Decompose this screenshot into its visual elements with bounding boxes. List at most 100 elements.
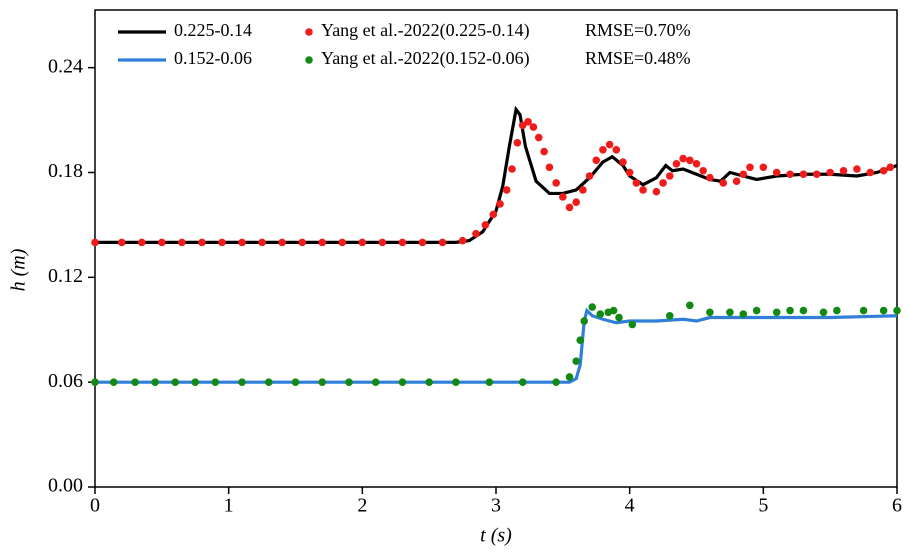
data-point xyxy=(524,118,532,126)
data-point xyxy=(264,378,273,386)
data-point xyxy=(358,238,367,247)
data-point xyxy=(699,166,707,175)
data-point xyxy=(786,170,794,179)
data-point xyxy=(572,357,580,365)
x-tick-label: 6 xyxy=(892,495,902,517)
y-tick-label: 0.24 xyxy=(48,55,83,77)
data-point xyxy=(592,156,601,165)
data-point xyxy=(886,163,895,172)
data-point xyxy=(452,378,460,386)
data-point xyxy=(826,168,834,177)
x-tick-label: 4 xyxy=(625,495,635,517)
data-point xyxy=(686,156,694,165)
data-point xyxy=(552,179,560,187)
data-point xyxy=(632,179,641,187)
data-point xyxy=(552,378,560,386)
data-point xyxy=(565,373,574,381)
data-point xyxy=(652,187,661,196)
data-point xyxy=(576,336,585,345)
data-point xyxy=(238,378,246,386)
data-point xyxy=(692,159,701,168)
data-point xyxy=(545,163,554,172)
data-point xyxy=(489,210,498,219)
data-point xyxy=(609,306,618,315)
data-point xyxy=(659,179,667,187)
data-point xyxy=(425,378,433,386)
data-point xyxy=(291,378,300,386)
data-point xyxy=(131,378,139,386)
y-axis-label: h (m) xyxy=(8,248,30,291)
data-point xyxy=(502,186,511,194)
x-tick-label: 2 xyxy=(357,495,367,517)
data-point xyxy=(706,173,714,182)
data-point xyxy=(599,145,607,154)
data-point xyxy=(191,378,200,386)
data-point xyxy=(565,203,574,212)
data-point xyxy=(278,238,286,247)
data-point xyxy=(398,378,407,386)
data-point xyxy=(298,238,306,247)
data-point xyxy=(91,238,99,247)
data-point xyxy=(799,306,808,315)
data-point xyxy=(799,170,808,179)
data-point xyxy=(218,238,226,247)
data-point xyxy=(518,378,527,386)
data-point xyxy=(665,172,674,180)
y-tick-label: 0.12 xyxy=(48,265,83,287)
data-point xyxy=(109,378,118,386)
data-point xyxy=(879,166,888,175)
data-point xyxy=(318,378,327,386)
data-point xyxy=(137,238,146,247)
data-point xyxy=(485,378,494,386)
data-point xyxy=(879,306,888,315)
data-point xyxy=(619,158,627,166)
plot-frame xyxy=(94,9,898,488)
annotation: RMSE=0.70% xyxy=(585,20,691,40)
data-point xyxy=(813,170,821,179)
y-tick-label: 0.18 xyxy=(48,160,83,182)
data-point xyxy=(615,313,623,322)
data-point xyxy=(513,138,522,147)
legend-label: Yang et al.-2022(0.152-0.06) xyxy=(321,48,530,69)
data-point xyxy=(158,238,166,247)
data-point xyxy=(318,238,327,247)
data-point xyxy=(893,306,901,315)
data-point xyxy=(665,311,674,320)
data-point xyxy=(759,163,768,172)
legend-label: 0.225-0.14 xyxy=(174,20,252,40)
data-point xyxy=(866,168,875,177)
data-point xyxy=(338,238,347,247)
x-tick-label: 3 xyxy=(491,495,501,517)
data-point xyxy=(772,308,781,317)
data-point xyxy=(746,163,754,172)
data-point xyxy=(438,238,447,247)
data-point xyxy=(706,308,714,317)
data-point xyxy=(151,378,159,386)
data-point xyxy=(529,123,538,131)
data-point xyxy=(171,378,179,386)
data-point xyxy=(839,166,848,175)
data-point xyxy=(625,168,634,177)
data-point xyxy=(772,168,781,177)
data-point xyxy=(481,221,490,229)
legend-symbol xyxy=(305,28,313,36)
data-point xyxy=(679,154,687,163)
x-tick-label: 0 xyxy=(90,495,100,517)
data-point xyxy=(726,308,734,317)
data-point xyxy=(752,306,761,315)
data-point xyxy=(238,238,246,247)
data-point xyxy=(198,238,206,247)
legend-label: Yang et al.-2022(0.225-0.14) xyxy=(321,20,530,41)
data-point xyxy=(508,165,516,173)
legend-symbol xyxy=(305,56,313,64)
data-point xyxy=(371,378,380,386)
data-point xyxy=(859,306,868,315)
x-tick-label: 1 xyxy=(224,495,234,517)
data-point xyxy=(211,378,220,386)
data-point xyxy=(579,186,587,194)
data-point xyxy=(739,170,748,179)
data-point xyxy=(612,145,621,154)
line xyxy=(95,307,898,384)
y-tick-label: 0.06 xyxy=(48,370,83,392)
